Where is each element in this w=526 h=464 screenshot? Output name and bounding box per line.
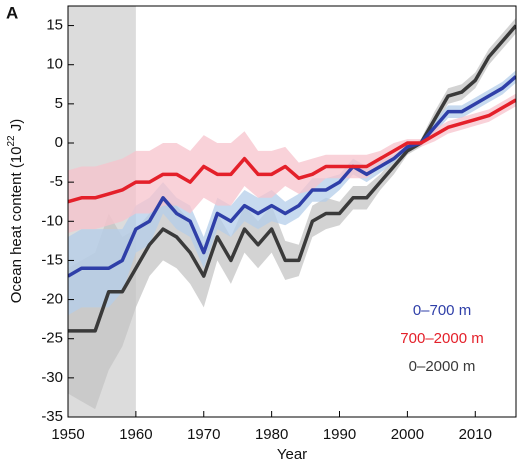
legend-entry: 700–2000 m (400, 330, 483, 347)
legend-entry: 0–700 m (413, 302, 471, 319)
series-line (68, 24, 516, 333)
panel-label: A (6, 3, 18, 22)
series-line (68, 98, 516, 204)
y-tick-label: -15 (41, 251, 63, 268)
x-tick-label: 2010 (459, 426, 492, 443)
y-axis-label-end: J) (8, 119, 25, 136)
y-tick-label: 15 (46, 17, 63, 34)
y-tick-label: -30 (41, 369, 63, 386)
x-tick-label: 1960 (119, 426, 152, 443)
y-tick-label: 5 (55, 95, 63, 112)
y-tick-label: -35 (41, 408, 63, 425)
x-tick-label: 1990 (323, 426, 356, 443)
y-tick-label: 10 (46, 56, 63, 73)
x-tick-label: 1980 (255, 426, 288, 443)
y-axis-label-sup: 22 (6, 135, 17, 147)
y-tick-label: -5 (50, 173, 63, 190)
legend-entry: 0–2000 m (409, 358, 476, 375)
y-tick-label: 0 (55, 134, 63, 151)
x-axis-label: Year (277, 446, 307, 463)
x-tick-label: 2000 (391, 426, 424, 443)
y-axis-label-text: Ocean heat content (10 (8, 147, 25, 304)
x-tick-label: 1970 (187, 426, 220, 443)
uncertainty-band (68, 93, 516, 234)
y-tick-label: -10 (41, 212, 63, 229)
x-tick-label: 1950 (51, 426, 84, 443)
plot-frame (67, 5, 517, 418)
plot (68, 6, 516, 417)
y-tick-label: -25 (41, 330, 63, 347)
y-axis-label: Ocean heat content (1022 J) (6, 119, 25, 304)
series-line (68, 75, 516, 278)
y-tick-label: -20 (41, 291, 63, 308)
